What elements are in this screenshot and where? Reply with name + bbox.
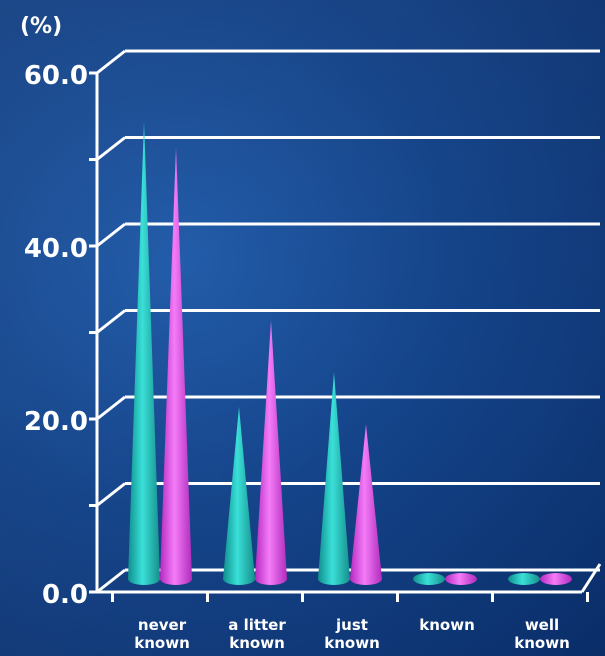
y-tick-label: 40.0 — [24, 234, 88, 264]
y-tick-label: 60.0 — [24, 61, 88, 91]
gridline-diagonal — [96, 309, 126, 334]
cone-bar — [508, 573, 540, 585]
cone-bar — [540, 573, 572, 585]
x-tick-label: just known — [324, 616, 380, 652]
x-tick-label-line: never — [138, 616, 187, 634]
x-tick-label-line: known — [324, 634, 380, 652]
x-tick-label-line: known — [419, 616, 475, 634]
x-tick-label: known — [419, 616, 475, 634]
gridline-diagonal — [96, 49, 126, 75]
x-tick-label: never known — [134, 616, 190, 652]
y-tick-label: 20.0 — [24, 407, 88, 437]
gridline-diagonal — [96, 222, 126, 248]
gridline-diagonal — [96, 395, 126, 421]
cone-bar — [223, 406, 255, 585]
x-tick-label: a litter known — [228, 616, 286, 652]
cone-bar — [318, 372, 350, 585]
x-tick-label-line: a litter — [228, 616, 286, 634]
cone-bar — [413, 573, 445, 585]
floor-right-edge — [580, 563, 602, 593]
gridline-diagonal — [96, 568, 126, 594]
x-tick-label-line: known — [514, 634, 570, 652]
cone-bar — [255, 320, 287, 585]
x-tick-label-line: known — [229, 634, 285, 652]
x-tick-label-line: known — [134, 634, 190, 652]
gridline-diagonal — [96, 482, 126, 507]
cone-bar — [160, 147, 192, 585]
x-tick-label-line: just — [335, 616, 368, 634]
grid-lines — [96, 49, 600, 594]
x-tick-label: well known — [514, 616, 570, 652]
cone-bar — [445, 573, 477, 585]
gridline-diagonal — [96, 136, 126, 161]
y-tick-label: 0.0 — [42, 580, 88, 610]
cone-bar — [128, 121, 160, 585]
y-unit-label: (%) — [20, 14, 62, 39]
cone-bar — [350, 424, 382, 585]
x-tick-label-line: well — [525, 616, 559, 634]
chart-marks — [128, 121, 572, 585]
axes — [89, 71, 602, 602]
